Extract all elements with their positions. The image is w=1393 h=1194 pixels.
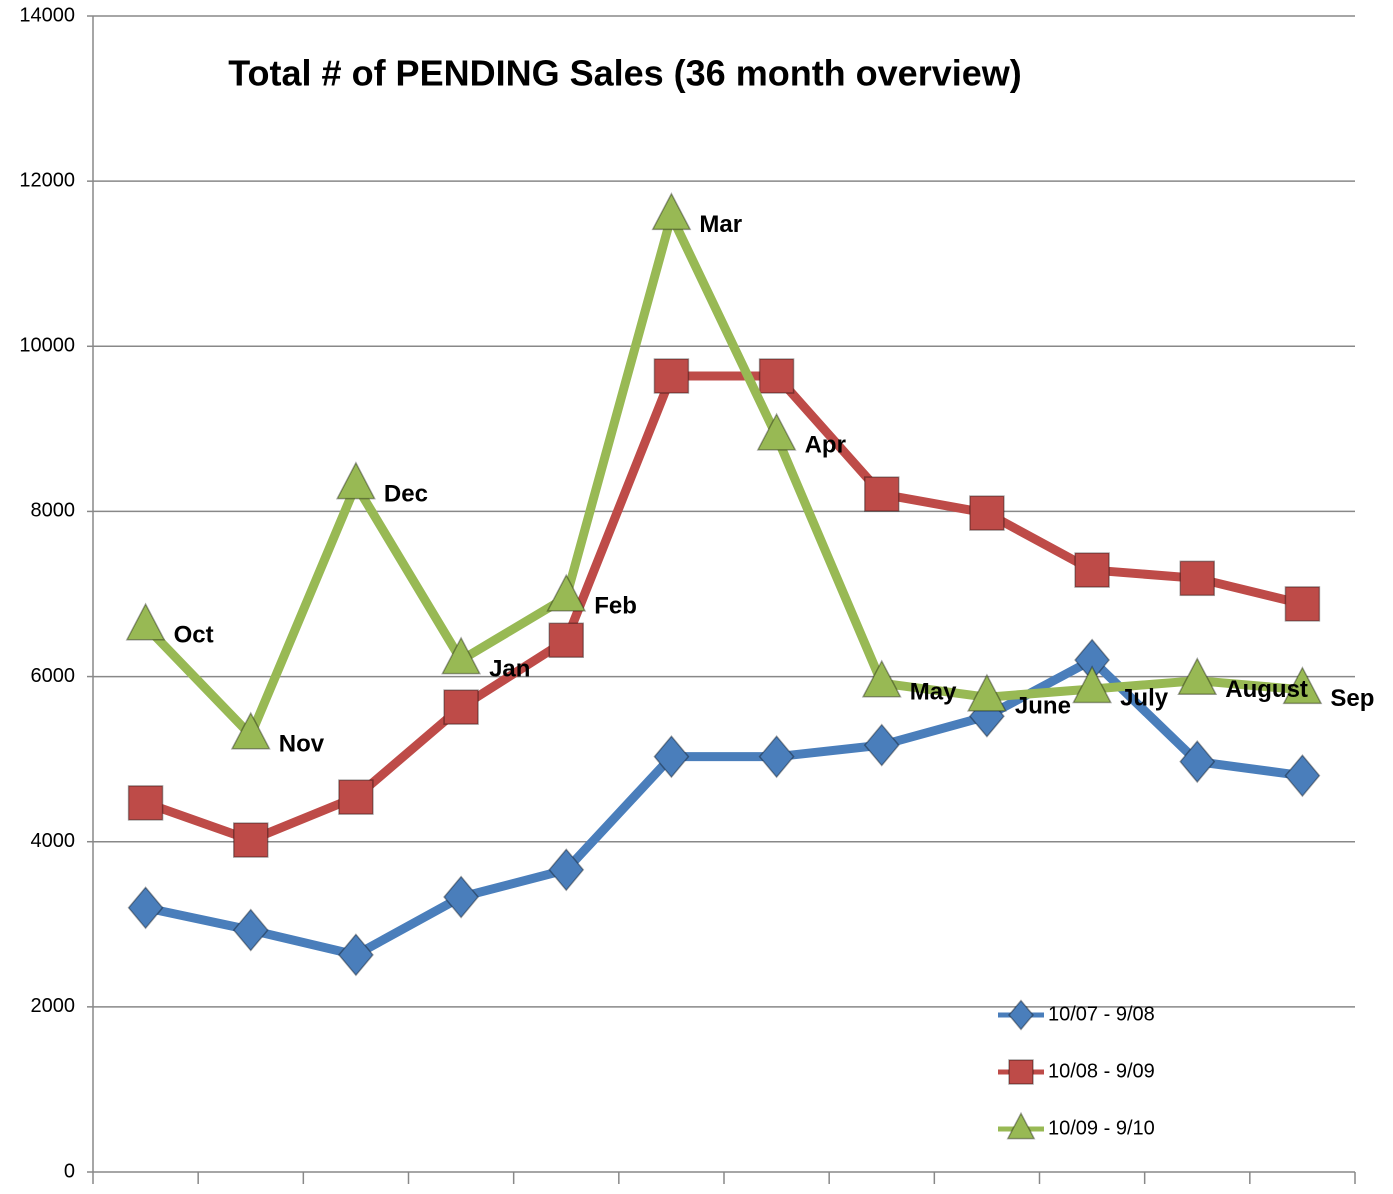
marker — [335, 461, 376, 500]
marker — [443, 875, 480, 919]
marker — [1072, 665, 1113, 704]
marker — [969, 495, 1005, 531]
month-label: Oct — [174, 622, 214, 649]
y-tick-label: 12000 — [19, 169, 75, 191]
marker — [1179, 740, 1216, 784]
month-label: July — [1120, 684, 1169, 711]
marker — [338, 779, 374, 815]
marker — [1177, 656, 1218, 696]
month-label: August — [1225, 676, 1308, 703]
marker — [651, 192, 692, 231]
y-tick-label: 14000 — [19, 4, 75, 26]
marker — [758, 358, 795, 394]
month-label: Dec — [384, 480, 428, 507]
chart-title: Total # of PENDING Sales (36 month overv… — [228, 53, 1022, 94]
month-label: Jan — [489, 655, 530, 682]
marker — [546, 573, 587, 612]
month-label: June — [1015, 693, 1071, 720]
marker — [1284, 754, 1321, 798]
y-tick-label: 10000 — [19, 335, 75, 357]
series-line — [142, 211, 1303, 740]
marker — [861, 659, 902, 698]
y-tick-label: 2000 — [31, 995, 76, 1017]
y-tick-label: 0 — [64, 1160, 75, 1182]
legend-label: 10/09 - 9/10 — [1048, 1117, 1155, 1139]
marker — [232, 908, 269, 952]
marker — [1282, 666, 1323, 705]
marker — [548, 622, 584, 658]
marker — [1008, 1059, 1034, 1085]
marker — [443, 689, 479, 725]
marker — [758, 735, 795, 779]
series-line — [144, 371, 1304, 845]
marker — [1284, 586, 1321, 622]
series-line — [144, 655, 1304, 960]
marker — [966, 673, 1007, 712]
marker — [127, 785, 164, 821]
marker — [863, 723, 900, 767]
y-tick-label: 4000 — [31, 830, 76, 852]
marker — [230, 711, 271, 750]
y-tick-label: 6000 — [31, 665, 76, 687]
marker — [1006, 1111, 1036, 1140]
marker — [548, 848, 585, 892]
marker — [1074, 552, 1110, 588]
marker — [125, 602, 166, 641]
marker — [756, 412, 797, 451]
marker — [441, 636, 482, 675]
month-label: Feb — [594, 593, 637, 620]
marker — [127, 886, 164, 930]
month-label: Apr — [805, 432, 846, 459]
month-label: Mar — [699, 211, 742, 238]
marker — [337, 933, 374, 977]
marker — [1008, 999, 1034, 1031]
legend-label: 10/08 - 9/09 — [1048, 1060, 1155, 1082]
marker — [653, 358, 690, 394]
marker — [653, 735, 690, 779]
month-label: Sep — [1330, 685, 1374, 712]
y-tick-label: 8000 — [31, 500, 76, 522]
marker — [233, 822, 269, 858]
marker — [1179, 560, 1215, 597]
month-label: Nov — [279, 731, 325, 758]
month-label: May — [910, 679, 957, 706]
legend-label: 10/07 - 9/08 — [1048, 1003, 1155, 1025]
marker — [864, 476, 900, 512]
